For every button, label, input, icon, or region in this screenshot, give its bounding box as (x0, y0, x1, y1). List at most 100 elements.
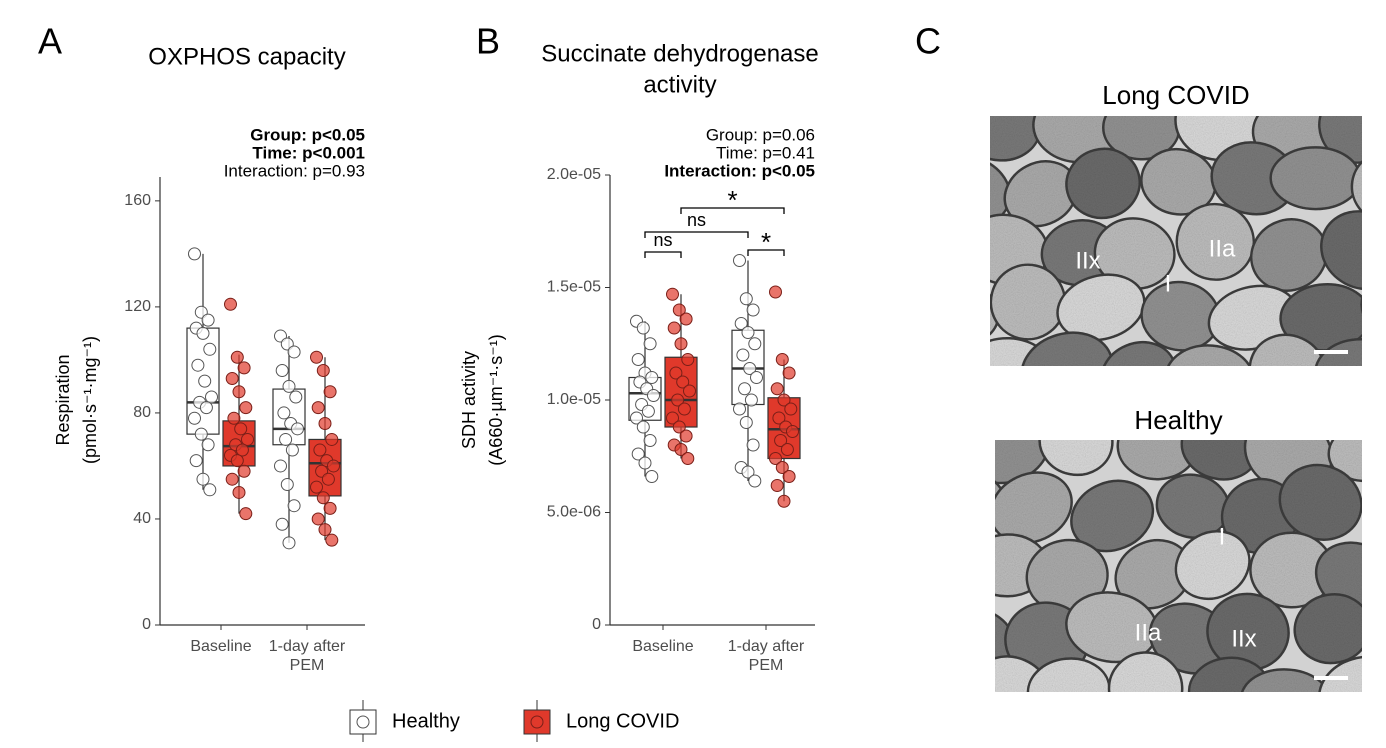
data-point (733, 254, 746, 267)
fiber (876, 524, 980, 613)
data-point (205, 390, 218, 404)
y-tick-label: 1.5e-05 (547, 279, 601, 296)
data-point (311, 401, 325, 415)
data-point (234, 422, 248, 436)
data-point (645, 470, 659, 483)
data-point (323, 385, 337, 399)
data-point (770, 382, 784, 396)
data-point (775, 461, 789, 474)
data-point (674, 337, 688, 351)
data-point (741, 326, 755, 339)
data-point (746, 303, 760, 317)
data-point (666, 411, 679, 425)
data-point (279, 432, 293, 446)
fiber (1107, 651, 1184, 692)
data-point (739, 416, 753, 429)
data-point (750, 371, 763, 384)
y-tick-label: 120 (124, 298, 151, 315)
data-point (310, 480, 323, 494)
data-point (325, 533, 339, 547)
data-point (196, 472, 210, 486)
legend-label: Healthy (392, 710, 460, 732)
data-point (235, 443, 249, 457)
x-tick-label: Baseline (190, 638, 251, 655)
data-point (199, 401, 213, 415)
significance-bracket (747, 249, 785, 256)
panel-label: C (915, 21, 941, 62)
fiber-type-label: I (1219, 523, 1226, 550)
fiber (888, 337, 985, 420)
legend-label: Long COVID (566, 710, 679, 732)
data-point (744, 393, 758, 407)
data-point (748, 474, 762, 488)
data-point (631, 447, 645, 461)
fiber (1248, 333, 1327, 366)
fiber (1327, 440, 1362, 483)
legend-point (530, 715, 544, 729)
data-point (784, 402, 798, 416)
significance-label: ns (687, 210, 706, 230)
data-point (676, 375, 690, 389)
x-tick-label: PEM (749, 657, 784, 674)
data-point (666, 287, 679, 301)
data-point (734, 317, 748, 330)
fiber (1056, 273, 1146, 342)
data-point (237, 361, 251, 375)
stat-annotation: Time: p=0.41 (716, 143, 815, 162)
micrograph-overlay (990, 116, 1362, 366)
data-point (769, 452, 782, 465)
data-point (681, 452, 695, 465)
significance-label: ns (653, 230, 672, 250)
data-point (225, 472, 239, 486)
data-point (739, 292, 753, 306)
panel-label: A (38, 21, 62, 62)
stat-annotation: Time: p<0.001 (252, 143, 365, 162)
micrograph (876, 440, 1362, 741)
data-point (275, 364, 289, 378)
data-point (282, 379, 296, 393)
y-tick-label: 160 (124, 192, 151, 209)
fiber (1174, 530, 1251, 601)
data-point (239, 401, 253, 415)
data-point (237, 464, 251, 478)
data-point (641, 404, 655, 418)
data-point (733, 402, 746, 416)
data-point (782, 470, 796, 483)
data-point (275, 517, 289, 531)
fibers (875, 15, 1373, 420)
significance-label: * (761, 227, 771, 257)
fiber-type-label: I (1165, 270, 1172, 297)
data-point (191, 358, 205, 372)
data-point (667, 321, 681, 335)
significance-bracket (644, 251, 682, 258)
fiber (1164, 344, 1256, 366)
data-point (786, 425, 799, 438)
data-point (241, 432, 254, 446)
data-point (777, 494, 791, 508)
y-tick-label: 1.0e-05 (547, 391, 601, 408)
data-point (681, 353, 695, 366)
fiber (875, 82, 972, 176)
y-tick-label: 40 (133, 510, 151, 527)
data-point (225, 371, 239, 385)
data-point (671, 393, 685, 407)
data-point (274, 459, 287, 473)
data-point (230, 454, 244, 468)
data-point (643, 434, 657, 447)
fiber (1283, 15, 1373, 104)
stat-annotation: Interaction: p<0.05 (664, 161, 815, 180)
fiber (995, 655, 1052, 692)
fiber (885, 659, 970, 741)
panel-label: B (476, 21, 500, 62)
data-point (282, 536, 296, 550)
data-point (287, 499, 301, 513)
data-point (780, 443, 794, 456)
data-point (287, 345, 301, 359)
data-point (679, 312, 693, 326)
data-point (188, 247, 201, 261)
data-point (232, 385, 246, 399)
fiber-type-label: IIa (1135, 619, 1162, 646)
data-point (203, 483, 217, 497)
fiber (1239, 668, 1332, 692)
